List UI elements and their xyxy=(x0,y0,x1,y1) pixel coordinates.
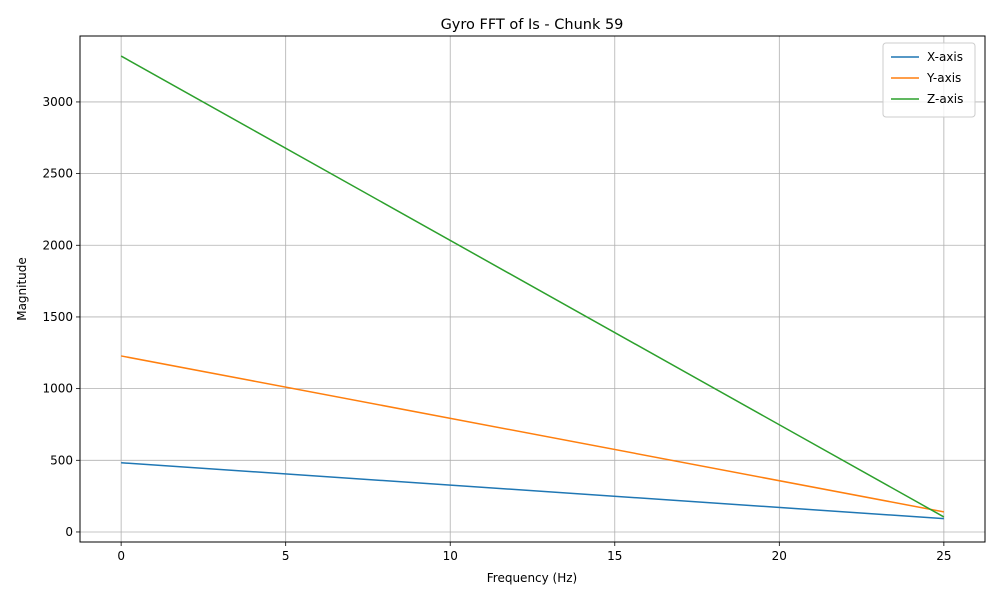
x-tick-label-1: 5 xyxy=(282,549,290,563)
y-axis-label: Magnitude xyxy=(15,257,29,321)
y-tick-label-3: 1500 xyxy=(42,310,73,324)
y-tick-label-0: 0 xyxy=(65,525,73,539)
y-tick-label-4: 2000 xyxy=(42,238,73,252)
series-line-y-axis xyxy=(121,355,944,513)
legend: X-axis Y-axis Z-axis xyxy=(882,42,976,118)
x-tick-label-3: 15 xyxy=(607,549,622,563)
x-tick-label-4: 20 xyxy=(772,549,787,563)
y-tick-label-6: 3000 xyxy=(42,95,73,109)
y-tick-label-1: 500 xyxy=(50,453,73,467)
legend-label-y-axis: Y-axis xyxy=(926,71,961,85)
series-line-z-axis xyxy=(120,55,945,518)
grid-lines xyxy=(80,36,985,542)
x-tick-label-5: 25 xyxy=(936,549,951,563)
legend-label-z-axis: Z-axis xyxy=(927,92,963,106)
y-tick-label-2: 1000 xyxy=(42,382,73,396)
legend-label-x-axis: X-axis xyxy=(927,50,963,64)
series-line-x-axis xyxy=(121,461,944,520)
plot-frame xyxy=(79,35,986,543)
x-tick-label-2: 10 xyxy=(443,549,458,563)
series-lines xyxy=(120,55,945,520)
x-tick-label-0: 0 xyxy=(117,549,125,563)
axis-ticks: 0 5 10 15 20 25 0 500 1000 1500 2000 2500 3000 xyxy=(42,95,951,563)
y-tick-label-5: 2500 xyxy=(42,167,73,181)
x-axis-label: Frequency (Hz) xyxy=(487,571,578,585)
chart-title: Gyro FFT of Is - Chunk 59 xyxy=(441,17,624,33)
